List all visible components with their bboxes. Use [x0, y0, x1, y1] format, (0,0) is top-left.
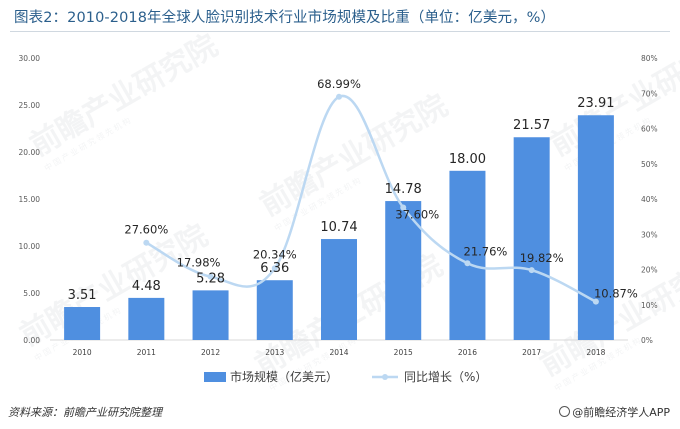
brand-footer: @前瞻经济学人APP: [559, 404, 670, 420]
y-right-tick-label: 70%: [641, 89, 658, 98]
growth-point: [592, 298, 599, 305]
y-right-tick-label: 60%: [641, 125, 658, 134]
y-right-tick-label: 50%: [641, 160, 658, 169]
line-value-label: 21.76%: [464, 244, 508, 258]
legend-line-label: 同比增长（%）: [404, 370, 487, 384]
line-value-label: 20.34%: [253, 247, 297, 261]
chart-title: 图表2：2010-2018年全球人脸识别技术行业市场规模及比重（单位：亿美元，%…: [14, 10, 556, 26]
bar: [256, 280, 293, 340]
bar-value-label: 3.51: [68, 288, 97, 303]
legend-line-marker: [382, 374, 388, 380]
x-tick-label: 2011: [137, 348, 156, 357]
y-left-tick-label: 15.00: [19, 195, 41, 204]
x-tick-label: 2016: [458, 348, 477, 357]
growth-point: [400, 204, 407, 211]
brand-logo-icon: [559, 406, 571, 417]
bar-value-label: 21.57: [513, 118, 550, 133]
x-tick-label: 2013: [265, 348, 284, 357]
bar-value-label: 4.48: [132, 279, 161, 294]
legend-bar-label: 市场规模（亿美元）: [230, 369, 338, 384]
line-value-label: 17.98%: [177, 256, 221, 270]
x-tick-label: 2010: [73, 348, 92, 357]
y-right-tick-label: 30%: [641, 230, 658, 239]
legend-bar-swatch: [204, 372, 226, 382]
growth-point: [143, 239, 150, 246]
bar-value-label: 10.74: [320, 220, 357, 235]
x-tick-label: 2015: [394, 348, 413, 357]
bar-value-label: 6.36: [260, 261, 289, 276]
y-right-tick-label: 20%: [641, 266, 658, 275]
y-right-tick-label: 0%: [641, 336, 653, 345]
bar: [513, 137, 550, 340]
x-tick-label: 2017: [522, 348, 541, 357]
x-tick-label: 2018: [586, 348, 605, 357]
bar-value-label: 18.00: [449, 152, 486, 167]
bar: [64, 307, 101, 340]
growth-point: [336, 93, 342, 100]
growth-point: [528, 267, 535, 274]
x-tick-label: 2014: [329, 348, 348, 357]
growth-point: [271, 265, 278, 272]
growth-line: [145, 94, 597, 303]
bar: [321, 239, 357, 340]
source-note: 资料来源：前瞻产业研究院整理: [8, 406, 162, 419]
line-value-label: 19.82%: [520, 251, 564, 265]
bar-value-label: 23.91: [577, 96, 614, 111]
bar-value-label: 5.28: [196, 271, 225, 286]
x-tick-label: 2012: [201, 348, 220, 357]
y-right-tick-label: 80%: [641, 54, 658, 63]
bar: [192, 290, 229, 340]
bar-value-label: 14.78: [385, 182, 422, 197]
y-right-tick-label: 10%: [641, 301, 658, 310]
line-value-label: 27.60%: [124, 223, 168, 237]
y-left-tick-label: 30.00: [19, 54, 41, 63]
y-left-tick-label: 20.00: [19, 148, 41, 157]
growth-point: [464, 260, 471, 267]
brand-text: @前瞻经济学人APP: [572, 406, 670, 419]
line-value-label: 68.99%: [317, 77, 361, 91]
line-value-label: 37.60%: [395, 207, 439, 221]
y-left-tick-label: 5.00: [23, 289, 40, 298]
y-left-tick-label: 0.00: [23, 336, 40, 345]
title-divider: [10, 31, 670, 32]
y-right-tick-label: 40%: [641, 195, 658, 204]
growth-point: [207, 273, 214, 280]
bar: [128, 297, 165, 340]
line-value-label: 10.87%: [594, 287, 638, 301]
bar: [385, 201, 422, 340]
y-left-tick-label: 10.00: [19, 242, 41, 251]
bar: [577, 115, 614, 340]
y-left-tick-label: 25.00: [19, 101, 41, 110]
